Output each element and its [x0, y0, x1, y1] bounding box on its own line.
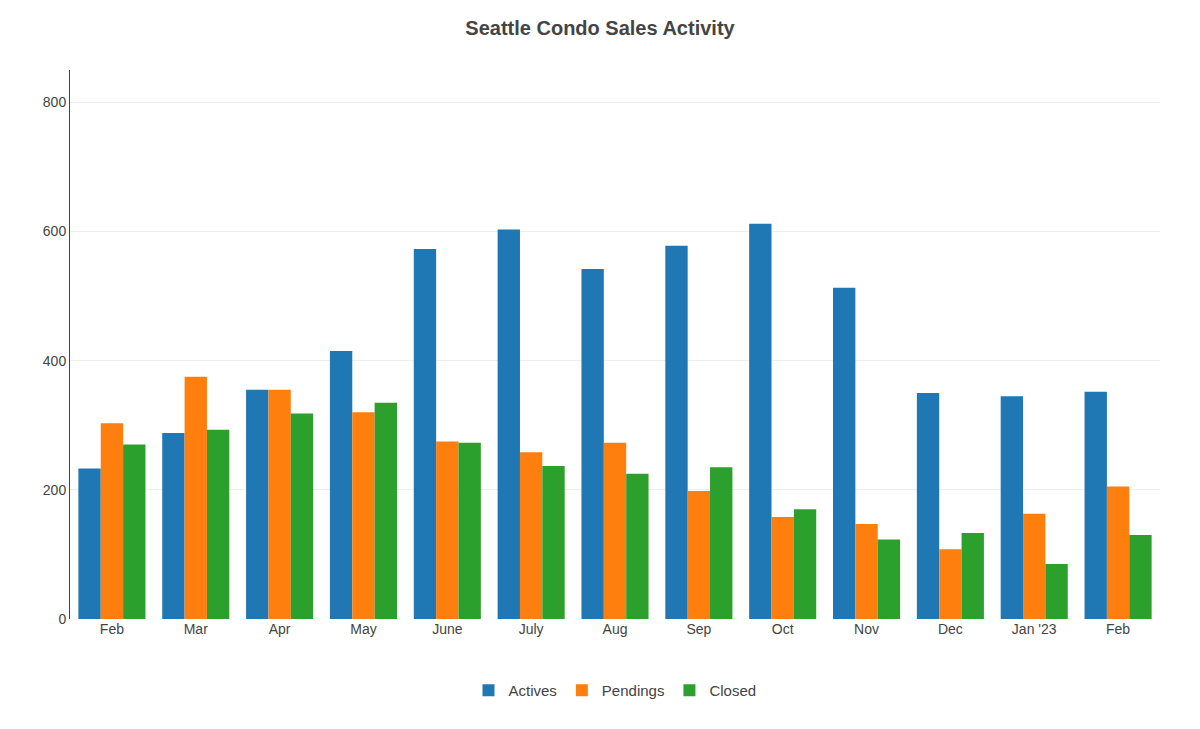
- svg-text:200: 200: [43, 482, 67, 498]
- svg-text:600: 600: [43, 223, 67, 239]
- svg-text:Apr: Apr: [269, 621, 291, 637]
- svg-text:Mar: Mar: [184, 621, 208, 637]
- svg-text:May: May: [350, 621, 376, 637]
- svg-text:Pendings: Pendings: [602, 682, 665, 699]
- svg-text:Feb: Feb: [1106, 621, 1130, 637]
- svg-text:Sep: Sep: [686, 621, 711, 637]
- svg-text:Nov: Nov: [854, 621, 879, 637]
- svg-text:800: 800: [43, 94, 67, 110]
- svg-text:Dec: Dec: [938, 621, 963, 637]
- svg-text:July: July: [519, 621, 544, 637]
- svg-text:Actives: Actives: [509, 682, 557, 699]
- svg-text:Oct: Oct: [772, 621, 794, 637]
- svg-text:Jan '23: Jan '23: [1012, 621, 1057, 637]
- svg-text:0: 0: [58, 611, 66, 627]
- svg-text:Aug: Aug: [603, 621, 628, 637]
- svg-text:June: June: [432, 621, 463, 637]
- svg-text:Seattle Condo Sales Activity: Seattle Condo Sales Activity: [465, 17, 735, 39]
- svg-text:Feb: Feb: [100, 621, 124, 637]
- svg-text:Closed: Closed: [709, 682, 756, 699]
- svg-text:400: 400: [43, 353, 67, 369]
